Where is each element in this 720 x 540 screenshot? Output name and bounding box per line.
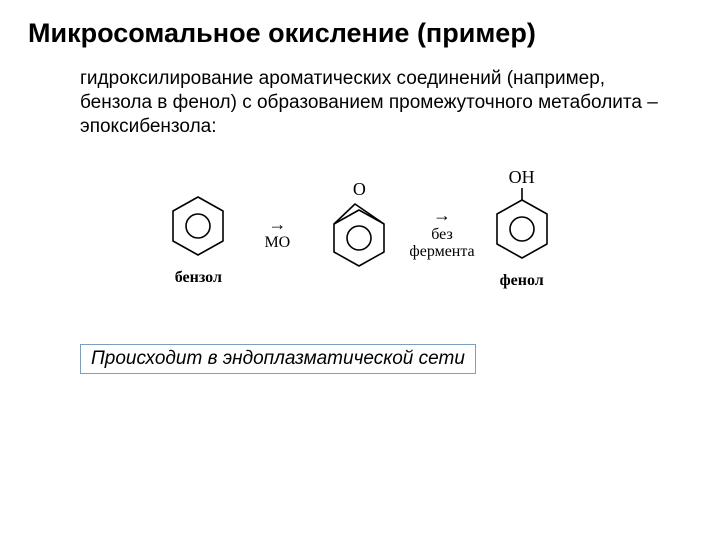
molecule-name: фенол bbox=[500, 272, 544, 290]
molecule-top-label: O bbox=[353, 178, 366, 200]
benzene-icon bbox=[165, 191, 231, 263]
arrow-symbol: → bbox=[268, 215, 286, 235]
molecule-phenol: OH фенол bbox=[489, 166, 555, 290]
footnote-box: Происходит в эндоплазматической сети bbox=[80, 344, 476, 374]
epoxide-icon bbox=[323, 200, 395, 272]
arrow-2: → без фермента bbox=[409, 196, 474, 261]
arrow-symbol: → bbox=[433, 206, 451, 226]
slide-title: Микросомальное окисление (пример) bbox=[28, 18, 692, 49]
arrow-1: → МО bbox=[245, 205, 309, 252]
molecule-benzene: бензол bbox=[165, 169, 231, 287]
body-text: гидроксилирование ароматических соединен… bbox=[80, 67, 662, 138]
arrow-label: МО bbox=[264, 234, 290, 252]
arrow-label: без фермента bbox=[409, 226, 474, 261]
slide: Микросомальное окисление (пример) гидрок… bbox=[0, 0, 720, 540]
molecule-name: бензол bbox=[175, 269, 222, 287]
reaction-scheme: бензол → МО O → без фермента bbox=[28, 166, 692, 290]
molecule-top-label: OH bbox=[509, 166, 535, 188]
footnote-text: Происходит в эндоплазматической сети bbox=[91, 348, 465, 369]
molecule-epoxide: O bbox=[323, 178, 395, 278]
phenol-icon bbox=[489, 188, 555, 266]
